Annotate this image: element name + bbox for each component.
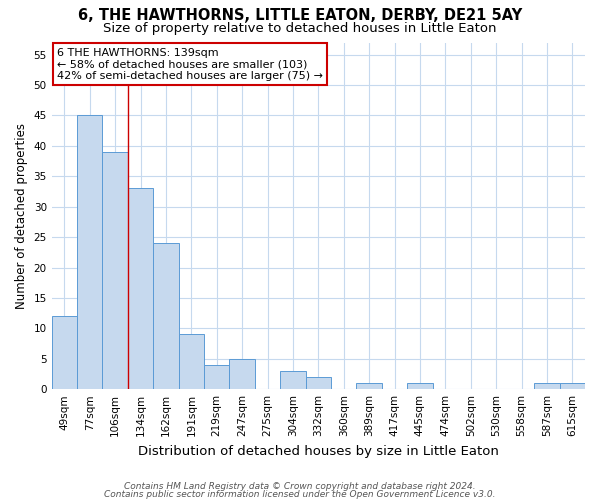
Bar [77,116,103,389]
Y-axis label: Number of detached properties: Number of detached properties [15,123,28,309]
Bar [128,188,153,389]
Bar [534,383,560,389]
Bar [179,334,204,389]
Bar [204,365,229,389]
Bar [153,243,179,389]
Bar [356,383,382,389]
Bar [103,152,128,389]
X-axis label: Distribution of detached houses by size in Little Eaton: Distribution of detached houses by size … [138,444,499,458]
Text: 6 THE HAWTHORNS: 139sqm
← 58% of detached houses are smaller (103)
42% of semi-d: 6 THE HAWTHORNS: 139sqm ← 58% of detache… [57,48,323,81]
Text: 6, THE HAWTHORNS, LITTLE EATON, DERBY, DE21 5AY: 6, THE HAWTHORNS, LITTLE EATON, DERBY, D… [78,8,522,22]
Text: Contains HM Land Registry data © Crown copyright and database right 2024.: Contains HM Land Registry data © Crown c… [124,482,476,491]
Bar [52,316,77,389]
Bar [280,371,305,389]
Bar [560,383,585,389]
Text: Contains public sector information licensed under the Open Government Licence v3: Contains public sector information licen… [104,490,496,499]
Bar [229,359,255,389]
Text: Size of property relative to detached houses in Little Eaton: Size of property relative to detached ho… [103,22,497,35]
Bar [407,383,433,389]
Bar [305,377,331,389]
